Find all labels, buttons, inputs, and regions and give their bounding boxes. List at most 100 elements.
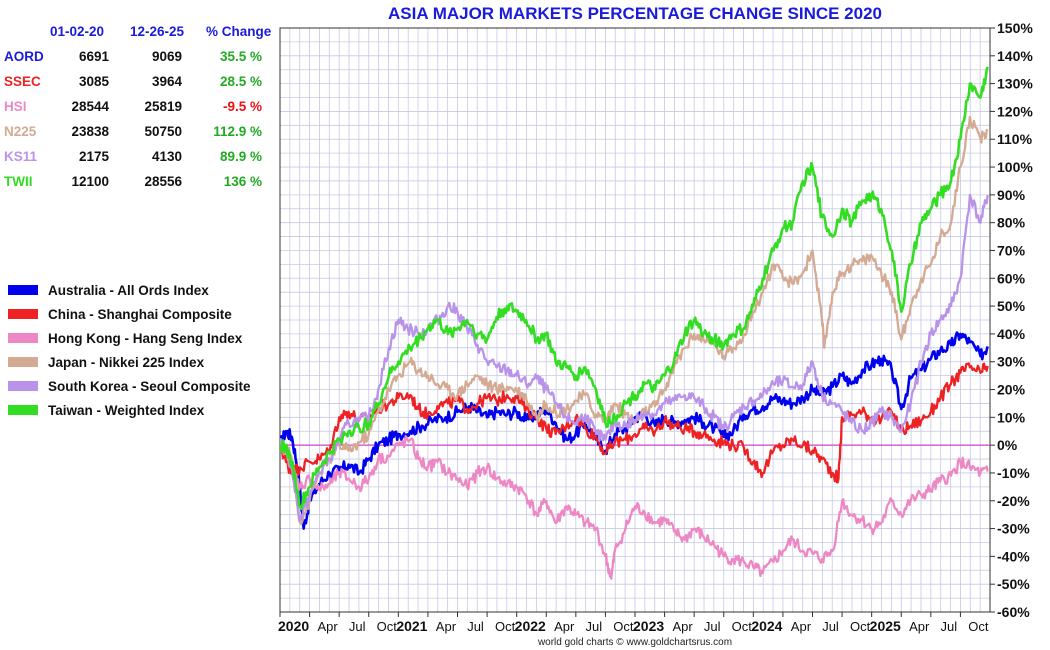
x-tick-label: Jul: [704, 619, 721, 634]
series-line: [280, 434, 989, 580]
stats-code: SSEC: [4, 74, 41, 89]
y-tick-label: 90%: [997, 187, 1026, 203]
legend-label: Japan - Nikkei 225 Index: [48, 354, 205, 370]
y-tick-label: 40%: [997, 326, 1026, 342]
gridlines: [279, 27, 991, 613]
series-line: [280, 193, 989, 522]
y-tick-label: 0%: [997, 437, 1018, 453]
stats-start-value: 23838: [71, 124, 109, 139]
stats-pct-change: 112.9 %: [213, 124, 262, 139]
stats-code: HSI: [4, 99, 27, 114]
y-tick-label: -30%: [997, 521, 1030, 537]
stats-end-value: 50750: [144, 124, 182, 139]
x-tick-label: Apr: [317, 619, 338, 634]
legend-item: Japan - Nikkei 225 Index: [8, 350, 251, 374]
x-tick-label: Apr: [672, 619, 693, 634]
y-tick-label: -40%: [997, 548, 1030, 564]
y-tick-label: 70%: [997, 242, 1026, 258]
stats-pct-change: 136 %: [223, 174, 262, 189]
stats-start-value: 2175: [78, 149, 109, 164]
legend-label: China - Shanghai Composite: [48, 306, 232, 322]
x-tick-label: Oct: [495, 619, 516, 634]
y-tick-label: 60%: [997, 270, 1026, 286]
legend-label: Australia - All Ords Index: [48, 282, 209, 298]
x-tick-label: 2021: [396, 618, 427, 634]
x-tick-label: Apr: [554, 619, 575, 634]
legend-label: Taiwan - Weighted Index: [48, 402, 205, 418]
y-tick-label: 20%: [997, 382, 1026, 398]
legend: Australia - All Ords Index China - Shangh…: [8, 278, 251, 422]
y-tick-label: 140%: [997, 48, 1033, 64]
x-tick-label: 2022: [515, 618, 546, 634]
x-tick-label: Apr: [791, 619, 812, 634]
stats-end-value: 9069: [151, 49, 182, 64]
y-tick-label: 30%: [997, 354, 1026, 370]
stats-start-value: 3085: [78, 74, 109, 89]
x-tick-label: Apr: [436, 619, 457, 634]
stats-start-value: 6691: [78, 49, 109, 64]
legend-swatch: [8, 285, 38, 295]
legend-item: Hong Kong - Hang Seng Index: [8, 326, 251, 350]
x-tick-label: Oct: [968, 619, 989, 634]
legend-item: Taiwan - Weighted Index: [8, 398, 251, 422]
stats-end-value: 28556: [144, 174, 182, 189]
legend-swatch: [8, 333, 38, 343]
legend-item: China - Shanghai Composite: [8, 302, 251, 326]
x-tick-label: 2025: [870, 618, 901, 634]
legend-label: South Korea - Seoul Composite: [48, 378, 251, 394]
y-tick-label: 110%: [997, 131, 1033, 147]
legend-swatch: [8, 357, 38, 367]
stats-code: TWII: [4, 174, 33, 189]
stats-start-value: 12100: [71, 174, 109, 189]
stats-pct-change: -9.5 %: [222, 99, 262, 114]
x-tick-label: 2020: [278, 618, 309, 634]
x-tick-label: Apr: [909, 619, 930, 634]
y-tick-label: 80%: [997, 215, 1026, 231]
stats-start-value: 28544: [71, 99, 109, 114]
stats-end-value: 25819: [144, 99, 182, 114]
y-tick-label: 10%: [997, 409, 1026, 425]
stats-pct-change: 35.5 %: [219, 49, 262, 64]
x-tick-label: Jul: [467, 619, 484, 634]
x-tick-label: 2023: [633, 618, 664, 634]
y-tick-label: 100%: [997, 159, 1033, 175]
x-tick-label: 2024: [751, 618, 782, 634]
chart-footer: world gold charts © www.goldchartsrus.co…: [537, 637, 733, 648]
y-tick-label: -10%: [997, 465, 1030, 481]
y-tick-label: -60%: [997, 604, 1030, 620]
legend-swatch: [8, 405, 38, 415]
legend-swatch: [8, 381, 38, 391]
y-tick-label: 120%: [997, 103, 1033, 119]
y-tick-label: 50%: [997, 298, 1026, 314]
stats-pct-change: 89.9 %: [219, 149, 262, 164]
stats-header-end-date: 12-26-25: [130, 24, 185, 39]
x-tick-label: Oct: [377, 619, 398, 634]
y-tick-label: 130%: [997, 76, 1033, 92]
stats-header-pct-change: % Change: [206, 24, 272, 39]
x-tick-label: Oct: [732, 619, 753, 634]
x-tick-label: Oct: [850, 619, 871, 634]
chart-title: ASIA MAJOR MARKETS PERCENTAGE CHANGE SIN…: [387, 4, 883, 23]
stats-end-value: 4130: [151, 149, 182, 164]
stats-end-value: 3964: [151, 74, 182, 89]
legend-item: South Korea - Seoul Composite: [8, 374, 251, 398]
x-tick-label: Oct: [613, 619, 634, 634]
x-tick-label: Jul: [941, 619, 958, 634]
y-tick-label: 150%: [997, 20, 1033, 36]
x-tick-label: Jul: [349, 619, 366, 634]
legend-item: Australia - All Ords Index: [8, 278, 251, 302]
x-tick-label: Jul: [586, 619, 603, 634]
x-tick-label: Jul: [822, 619, 839, 634]
stats-code: AORD: [4, 49, 44, 64]
legend-swatch: [8, 309, 38, 319]
series-line: [280, 66, 989, 511]
stats-code: N225: [4, 124, 37, 139]
stats-pct-change: 28.5 %: [219, 74, 262, 89]
y-tick-label: -20%: [997, 493, 1030, 509]
y-tick-label: -50%: [997, 576, 1030, 592]
series-line: [280, 362, 989, 484]
stats-header-start-date: 01-02-20: [50, 24, 105, 39]
stats-code: KS11: [4, 149, 38, 164]
